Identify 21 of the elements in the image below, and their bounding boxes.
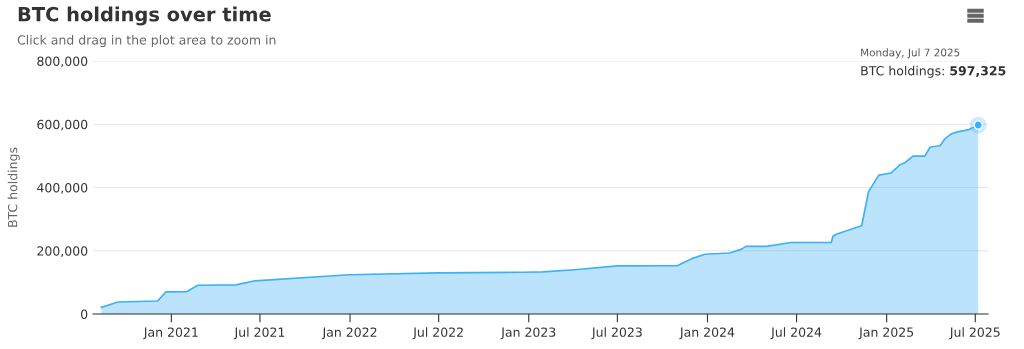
x-tick-label: Jul 2021 <box>233 327 285 340</box>
text: BTC holdings: <box>861 65 944 78</box>
text: Monday, Jul 7 2025 <box>861 48 960 59</box>
x-tick-label: Jan 2022 <box>321 327 377 340</box>
y-tick-label: 0 <box>81 309 88 319</box>
x-tick-label: Jul 2022 <box>412 327 463 340</box>
x-tick-label: Jul 2024 <box>770 327 822 340</box>
y-tick-label: 600,000 <box>37 119 88 131</box>
y-tick-label: 800,000 <box>37 56 88 68</box>
x-tick-label: Jan 2024 <box>679 327 735 340</box>
chart-subtitle: Click and drag in the plot area to zoom in <box>17 34 276 48</box>
y-tick-label: 200,000 <box>37 246 88 257</box>
x-tick-label: Jan 2023 <box>500 327 556 340</box>
y-axis-title: BTC holdings <box>7 147 20 227</box>
x-tick-label: Jul 2023 <box>591 327 642 340</box>
data-label: 597,325 <box>950 66 1006 78</box>
x-tick-label: Jan 2021 <box>143 327 198 340</box>
chart-title: BTC holdings over time <box>18 6 271 26</box>
x-tick-label: Jan 2025 <box>858 327 914 340</box>
x-tick-label: Jul 2025 <box>949 327 1000 340</box>
y-tick-label: 400,000 <box>37 182 88 194</box>
